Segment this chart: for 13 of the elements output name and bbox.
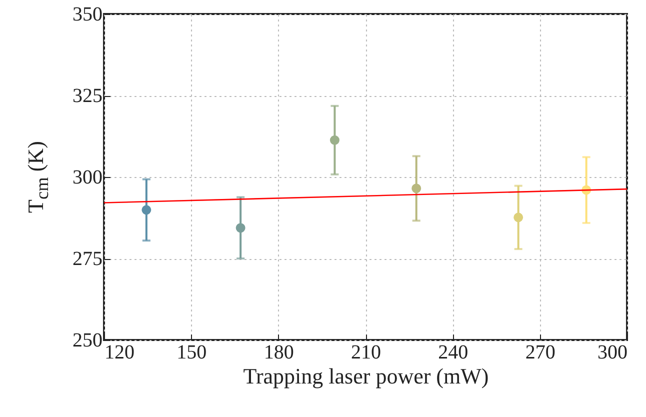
y-tick-label: 350	[72, 4, 102, 26]
y-tick-label: 275	[72, 248, 102, 270]
y-tick-label: 300	[72, 166, 102, 188]
x-tick-label: 210	[351, 342, 381, 364]
x-tick-label: 180	[264, 342, 294, 364]
y-tick-label: 250	[72, 330, 102, 352]
x-tick-label: 270	[525, 342, 556, 364]
x-axis-title: Trapping laser power (mW)	[243, 364, 489, 388]
y-tick-label: 325	[72, 85, 102, 107]
x-tick-label: 150	[176, 342, 207, 364]
x-tick-label: 240	[438, 342, 468, 364]
x-tick-label: 300	[598, 342, 628, 364]
x-tick-label: 120	[104, 342, 134, 364]
